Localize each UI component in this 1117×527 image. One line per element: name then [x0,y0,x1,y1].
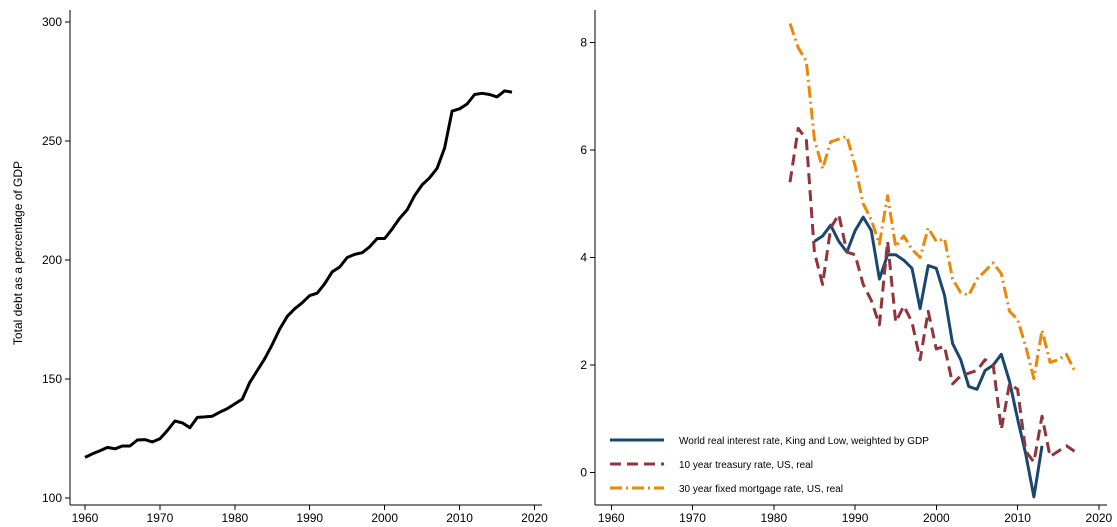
right-y-tick-label: 0 [580,466,587,480]
left-y-tick-label: 200 [42,253,62,267]
left-x-tick-label: 1990 [296,511,323,525]
left-y-tick-label: 100 [42,491,62,505]
left-y-axis-label: Total debt as a percentage of GDP [11,161,25,345]
right-series-line-0 [813,215,1044,499]
left-y-tick-label: 300 [42,15,62,29]
right-x-tick-label: 1960 [598,511,625,525]
left-panel-debt-to-gdp: Total debt as a percentage of GDP 100 150… [11,10,548,525]
left-y-tick-label: 150 [42,372,62,386]
left-y-tick-label: 250 [42,134,62,148]
right-x-tick-label: 2000 [923,511,950,525]
left-x-tick-label: 2020 [521,511,548,525]
right-y-tick-label: 8 [580,35,587,49]
left-series-line-0 [84,89,513,459]
left-x-tick-label: 1970 [147,511,174,525]
legend-box [603,428,1003,500]
legend: World real interest rate, King and Low, … [603,428,1003,500]
legend-label-2: 30 year fixed mortgage rate, US, real [679,484,843,495]
left-x-tick-label: 1960 [72,511,99,525]
legend-label-0: World real interest rate, King and Low, … [679,436,929,447]
legend-label-1: 10 year treasury rate, US, real [679,460,813,471]
right-y-tick-label: 2 [580,358,587,372]
right-y-tick-label: 4 [580,251,587,265]
right-panel-interest-rates: 0 2 4 6 8 1960 1970 1980 1990 2000 2010 2020 [580,10,1113,525]
right-x-tick-label: 2020 [1086,511,1113,525]
right-series-line-1 [788,126,1076,464]
right-x-tick-label: 1980 [760,511,787,525]
right-x-tick-label: 2010 [1004,511,1031,525]
right-y-tick-label: 6 [580,143,587,157]
left-x-tick-label: 1980 [221,511,248,525]
right-x-tick-label: 1990 [842,511,869,525]
right-series-line-2 [788,23,1076,381]
left-x-tick-label: 2010 [446,511,473,525]
left-x-tick-label: 2000 [371,511,398,525]
right-x-tick-label: 1970 [679,511,706,525]
